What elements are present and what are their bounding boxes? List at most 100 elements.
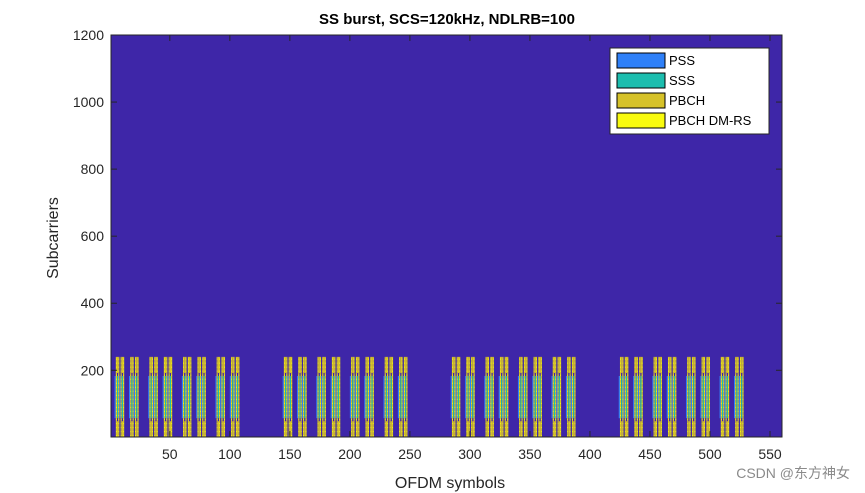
pbch-dmrs-re — [384, 402, 386, 405]
pbch-dmrs-re — [231, 398, 233, 400]
pss-re — [364, 375, 366, 419]
pbch-dmrs-re — [569, 402, 571, 405]
pbch-dmrs-re — [670, 370, 672, 372]
pbch-re — [687, 356, 689, 437]
pbch-dmrs-re — [466, 390, 468, 392]
pbch-dmrs-re — [689, 362, 691, 364]
pbch-dmrs-re — [231, 370, 233, 372]
pbch-dmrs-re — [339, 362, 341, 364]
pbch-dmrs-re — [694, 378, 696, 380]
pss-re — [633, 375, 635, 419]
pbch-dmrs-re — [356, 362, 357, 364]
pbch-dmrs-re — [401, 374, 403, 376]
pbch-dmrs-re — [151, 390, 153, 392]
pbch-dmrs-re — [356, 410, 357, 413]
pbch-dmrs-re — [504, 398, 506, 400]
pbch-dmrs-re — [622, 418, 624, 421]
pbch-dmrs-re — [154, 358, 156, 360]
pbch-dmrs-re — [653, 390, 655, 392]
pbch-dmrs-re — [399, 362, 401, 364]
pbch-re — [675, 356, 677, 437]
pbch-dmrs-re — [224, 386, 225, 388]
pbch-dmrs-re — [466, 422, 468, 425]
pbch-re — [539, 421, 541, 437]
pbch-re — [406, 356, 408, 437]
pbch-dmrs-re — [507, 390, 509, 392]
pbch-dmrs-re — [149, 386, 151, 388]
pbch-dmrs-re — [406, 358, 408, 360]
pbch-dmrs-re — [406, 410, 408, 413]
pbch-dmrs-re — [536, 378, 537, 380]
pbch-dmrs-re — [332, 430, 333, 433]
pbch-dmrs-re — [668, 366, 669, 368]
pbch-dmrs-re — [560, 434, 561, 437]
pbch-re — [737, 356, 739, 437]
pbch-dmrs-re — [188, 386, 189, 388]
pbch-dmrs-re — [387, 434, 389, 437]
pbch-dmrs-re — [704, 418, 705, 421]
pbch-dmrs-re — [658, 398, 660, 400]
pbch-dmrs-re — [720, 434, 722, 437]
pbch-dmrs-re — [399, 410, 401, 413]
pbch-dmrs-re — [728, 410, 730, 413]
pbch-re — [168, 356, 170, 437]
pss-re — [349, 375, 352, 419]
pbch-dmrs-re — [231, 422, 233, 425]
sss-re — [640, 375, 642, 419]
pbch-dmrs-re — [502, 434, 504, 437]
pbch-dmrs-re — [519, 434, 521, 437]
pbch-re — [539, 356, 541, 373]
pbch-dmrs-re — [404, 434, 405, 437]
pbch-dmrs-re — [660, 358, 662, 360]
pbch-dmrs-re — [572, 374, 573, 376]
sss-re — [318, 375, 320, 419]
pbch-dmrs-re — [658, 362, 660, 364]
pbch-dmrs-re — [471, 430, 473, 433]
pbch-dmrs-re — [130, 426, 132, 429]
pbch-dmrs-re — [507, 386, 509, 388]
pbch-dmrs-re — [725, 358, 727, 360]
pbch-dmrs-re — [154, 414, 156, 417]
pbch-dmrs-re — [538, 362, 540, 364]
y-axis-label: Subcarriers — [45, 197, 62, 279]
pbch-dmrs-re — [399, 398, 401, 400]
pbch-dmrs-re — [735, 398, 737, 400]
pbch-dmrs-re — [742, 414, 744, 417]
pbch-dmrs-re — [456, 422, 458, 425]
pbch-dmrs-re — [336, 378, 338, 380]
pbch-dmrs-re — [672, 382, 674, 384]
pbch-dmrs-re — [639, 386, 641, 388]
pbch-dmrs-re — [216, 382, 218, 384]
pbch-dmrs-re — [569, 374, 571, 376]
pbch-dmrs-re — [288, 386, 290, 388]
pbch-dmrs-re — [322, 362, 324, 364]
pbch-dmrs-re — [636, 434, 638, 437]
pbch-dmrs-re — [171, 418, 173, 421]
pbch-dmrs-re — [202, 398, 204, 400]
pbch-dmrs-re — [401, 414, 403, 417]
ss-block — [234, 356, 240, 437]
pbch-dmrs-re — [339, 402, 341, 405]
pbch-dmrs-re — [291, 426, 293, 429]
pss-re — [196, 375, 198, 419]
pbch-dmrs-re — [183, 374, 185, 376]
pbch-dmrs-re — [723, 430, 725, 433]
pbch-dmrs-re — [519, 406, 521, 409]
pbch-dmrs-re — [536, 362, 537, 364]
pbch-dmrs-re — [392, 426, 393, 429]
pbch-dmrs-re — [202, 390, 204, 392]
pbch-dmrs-re — [720, 374, 722, 376]
pbch-dmrs-re — [334, 374, 336, 376]
pbch-dmrs-re — [120, 394, 122, 396]
pbch-dmrs-re — [742, 406, 744, 409]
pss-re — [282, 375, 284, 419]
pbch-dmrs-re — [392, 390, 393, 392]
pbch-dmrs-re — [183, 426, 185, 429]
pbch-dmrs-re — [392, 374, 393, 376]
pbch-dmrs-re — [298, 410, 300, 413]
pbch-dmrs-re — [658, 394, 660, 396]
pbch-dmrs-re — [154, 406, 156, 409]
ss-block — [181, 356, 187, 437]
pbch-dmrs-re — [384, 362, 386, 364]
pbch-dmrs-re — [658, 358, 660, 360]
